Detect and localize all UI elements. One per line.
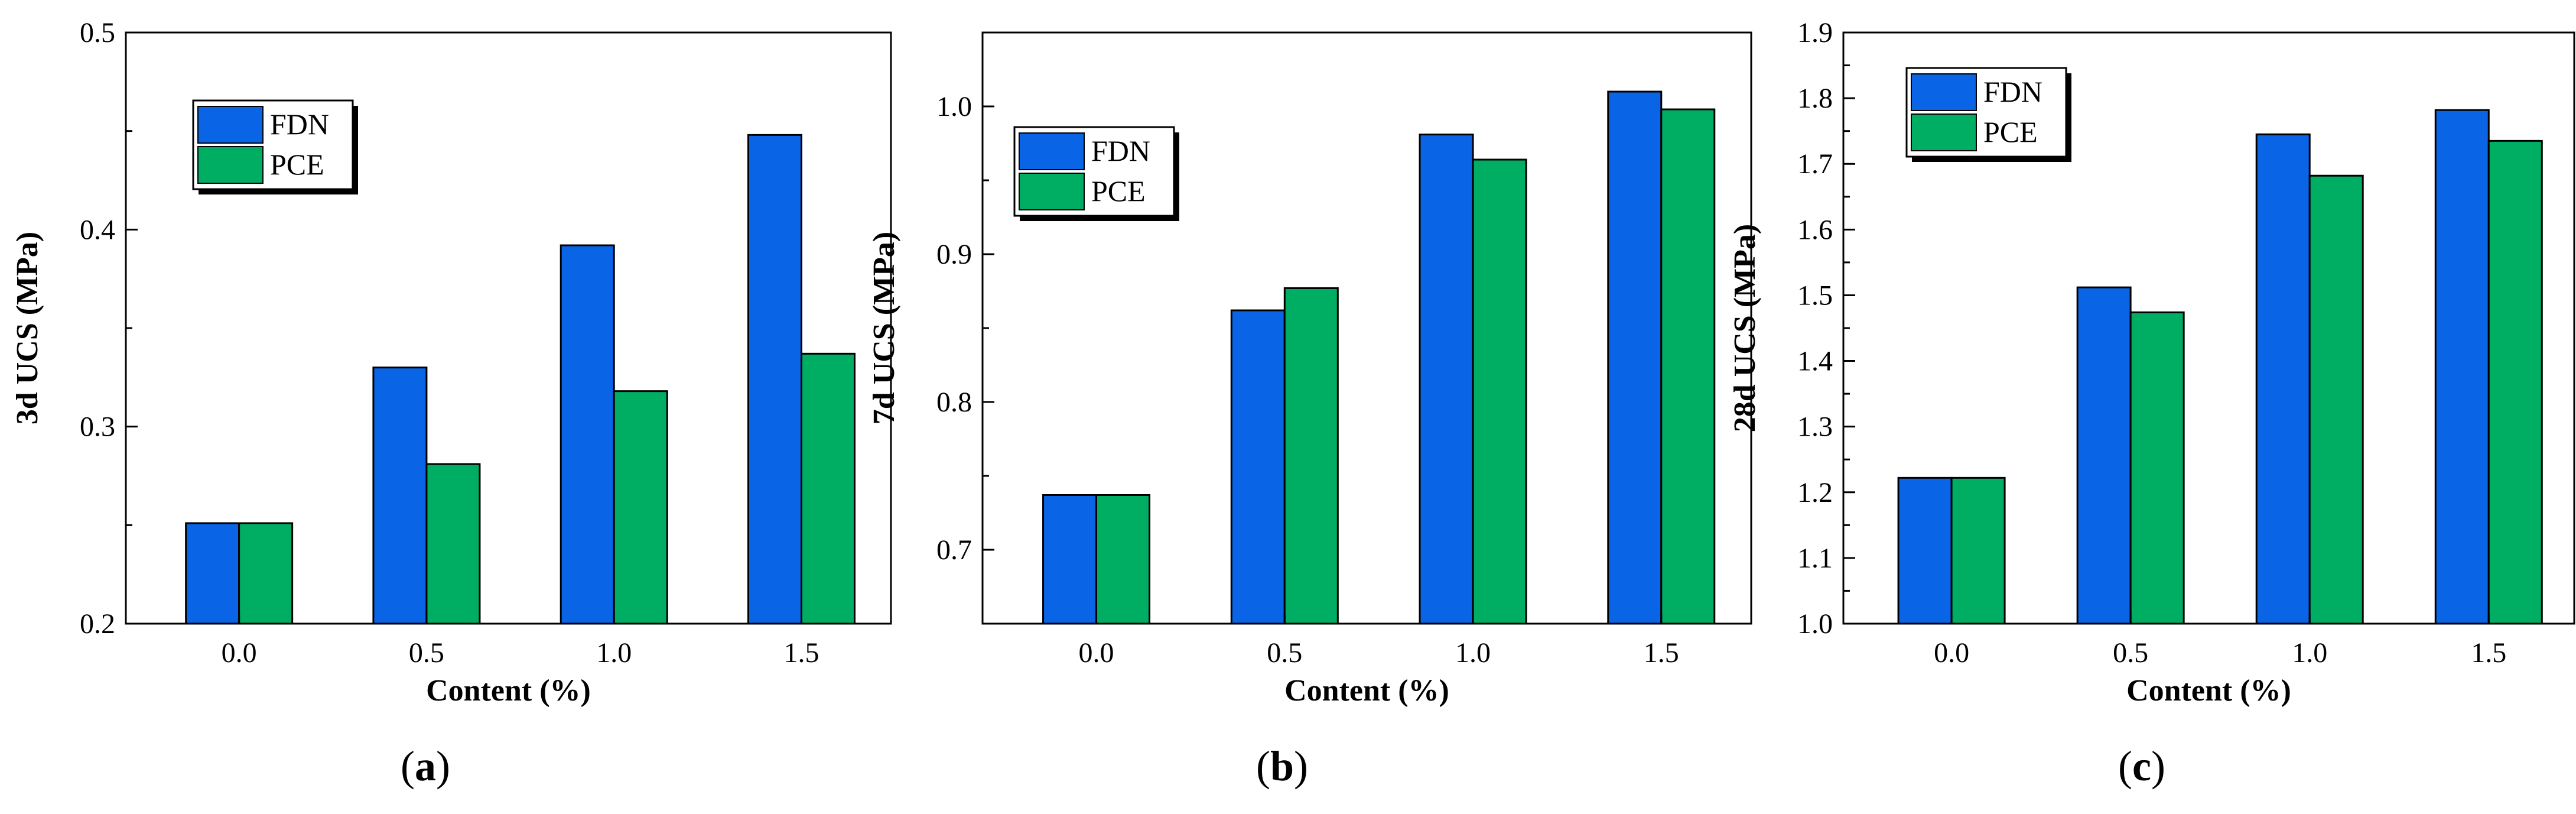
bar-fdn-1.5 — [747, 134, 802, 625]
y-tick-label: 1.1 — [1797, 543, 1833, 574]
x-axis-title: Content (%) — [2126, 674, 2291, 708]
x-tick-label: 0.0 — [1079, 637, 1114, 669]
legend-label-pce: PCE — [270, 148, 324, 181]
y-tick-label: 1.2 — [1797, 477, 1833, 508]
y-tick-label: 0.9 — [936, 239, 972, 270]
bar-fdn-0.0 — [1042, 494, 1098, 625]
x-tick-label: 1.0 — [2292, 637, 2327, 669]
legend: FDN PCE — [1013, 126, 1179, 221]
y-tick-label: 0.5 — [80, 17, 115, 48]
y-tick-label: 1.3 — [1797, 411, 1833, 443]
bar-pce-1.5 — [800, 352, 856, 625]
bar-fdn-1.0 — [1419, 134, 1474, 625]
x-axis-title: Content (%) — [1284, 674, 1449, 708]
y-axis-title: 3d UCS (MPa) — [11, 232, 44, 424]
x-tick-label: 0.0 — [1934, 637, 1969, 669]
y-tick-label: 1.8 — [1797, 83, 1833, 114]
chart-panel-c: 0.0 0.5 1.0 1.5 1.0 1.1 1.2 1.3 1.4 1.5 1.6 1.7 1.8 1… — [1728, 17, 2575, 790]
panel-label: (a) — [401, 742, 450, 790]
bar-pce-1.5 — [1660, 108, 1716, 625]
y-tick-label: 1.6 — [1797, 214, 1833, 245]
bar-fdn-0.0 — [185, 522, 240, 625]
x-tick-label: 0.0 — [222, 637, 257, 669]
bar-fdn-0.0 — [1897, 476, 1953, 625]
legend-label-fdn: FDN — [1983, 75, 2042, 108]
y-tick-label: 0.8 — [936, 387, 972, 418]
bar-fdn-1.0 — [2255, 133, 2311, 625]
bar-pce-0.5 — [1283, 287, 1339, 625]
bar-fdn-0.5 — [1230, 309, 1286, 625]
y-tick-label: 1.0 — [936, 91, 972, 122]
bar-pce-0.5 — [2129, 311, 2185, 625]
legend-label-fdn: FDN — [270, 108, 329, 141]
legend: FDN PCE — [1905, 67, 2071, 162]
x-tick-label: 0.5 — [1267, 637, 1302, 669]
legend-swatch-pce — [197, 146, 264, 184]
legend-label-pce: PCE — [1091, 174, 1146, 207]
legend-swatch-pce — [1911, 113, 1977, 151]
bar-pce-0.0 — [1950, 476, 2006, 625]
legend-swatch-fdn — [197, 106, 264, 144]
y-tick-label: 1.0 — [1797, 608, 1833, 640]
x-tick-label: 1.5 — [783, 637, 819, 669]
bar-fdn-1.5 — [2434, 109, 2490, 625]
y-axis-title: 7d UCS (MPa) — [867, 232, 901, 424]
x-tick-label: 1.0 — [596, 637, 632, 669]
bar-pce-0.5 — [425, 463, 481, 625]
y-tick-label: 0.7 — [936, 534, 972, 566]
legend: FDN PCE — [192, 99, 358, 194]
x-tick-label: 1.0 — [1455, 637, 1491, 669]
y-tick-label: 1.9 — [1797, 17, 1833, 48]
panel-label: (c) — [2118, 742, 2165, 790]
x-tick-label: 1.5 — [1644, 637, 1679, 669]
legend-label-fdn: FDN — [1091, 134, 1150, 167]
x-tick-label: 1.5 — [2471, 637, 2506, 669]
legend-swatch-pce — [1019, 173, 1085, 210]
bar-fdn-1.5 — [1607, 90, 1663, 625]
y-axis-title: 28d UCS (MPa) — [1728, 224, 1762, 432]
bar-pce-1.5 — [2487, 140, 2543, 625]
legend-swatch-fdn — [1911, 73, 1977, 111]
y-tick-label: 0.3 — [80, 411, 115, 443]
legend-label-pce: PCE — [1983, 115, 2038, 148]
bar-pce-1.0 — [613, 390, 668, 625]
legend-swatch-fdn — [1019, 132, 1085, 170]
bar-fdn-0.5 — [2076, 286, 2132, 625]
bar-pce-1.0 — [1472, 158, 1527, 625]
y-tick-label: 1.7 — [1797, 148, 1833, 180]
chart-panel-a: 0.0 0.5 1.0 1.5 0.2 0.3 0.4 0.5 Content (%) 3d UC… — [11, 17, 892, 790]
bar-pce-1.0 — [2308, 174, 2364, 625]
bar-pce-0.0 — [1095, 494, 1151, 625]
bar-fdn-0.5 — [372, 367, 428, 625]
y-tick-label: 0.2 — [80, 608, 115, 640]
bar-pce-0.0 — [238, 522, 294, 625]
y-tick-label: 0.4 — [80, 214, 115, 245]
panel-label: (b) — [1256, 742, 1308, 790]
x-tick-label: 0.5 — [2113, 637, 2148, 669]
y-tick-label: 1.4 — [1797, 346, 1833, 377]
y-tick-label: 1.5 — [1797, 280, 1833, 311]
x-tick-label: 0.5 — [409, 637, 444, 669]
x-axis-title: Content (%) — [426, 674, 591, 708]
bar-fdn-1.0 — [560, 244, 615, 625]
